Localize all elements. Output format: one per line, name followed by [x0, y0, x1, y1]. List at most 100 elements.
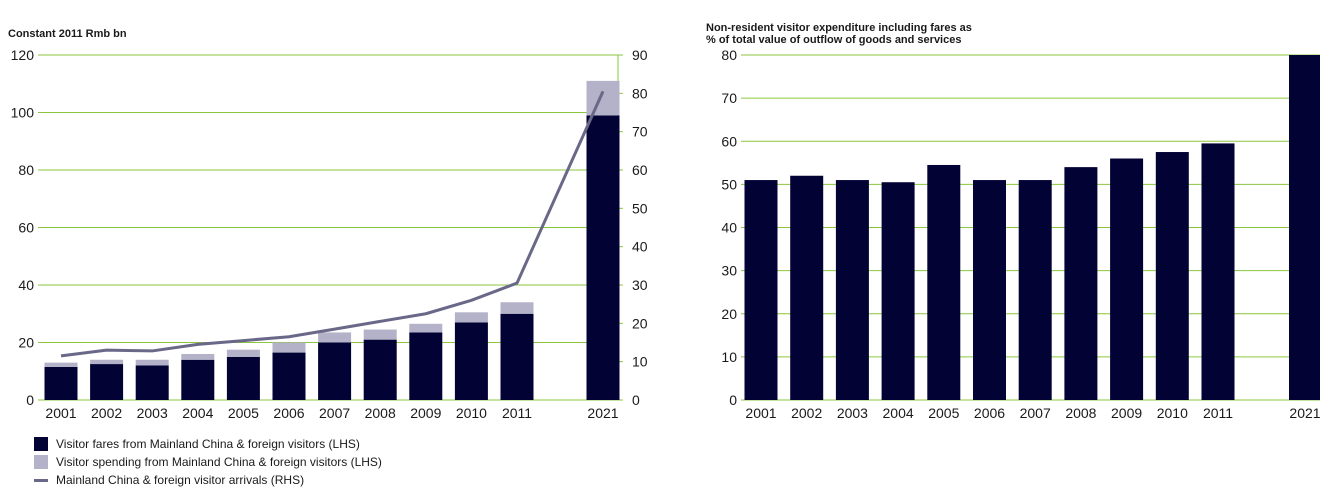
- right-chart-x-tick-label: 2007: [1020, 405, 1051, 421]
- left-x-tick-label: 2004: [182, 405, 213, 421]
- fares-bar-2008: [363, 339, 397, 400]
- spending-bar-2021: [586, 80, 620, 116]
- expenditure-bar-2021: [1289, 55, 1320, 400]
- fares-bar-2007: [318, 342, 352, 400]
- spending-bar-2006: [272, 342, 306, 353]
- right-chart-x-tick-label: 2005: [928, 405, 959, 421]
- expenditure-bar-2007: [1018, 180, 1052, 400]
- spending-bar-2007: [318, 332, 352, 343]
- right-y-tick-label: 70: [632, 124, 648, 140]
- right-y-tick-label: 40: [632, 239, 648, 255]
- left-x-tick-label: 2003: [137, 405, 168, 421]
- left-y-tick-label: 0: [26, 392, 34, 408]
- spending-bar-2010: [454, 312, 488, 323]
- left-chart-legend: Visitor fares from Mainland China & fore…: [34, 435, 382, 489]
- left-x-tick-label: 2010: [456, 405, 487, 421]
- spending-bar-2005: [226, 349, 260, 357]
- expenditure-bar-2008: [1064, 167, 1098, 400]
- legend-item-spending: Visitor spending from Mainland China & f…: [34, 453, 382, 471]
- spending-bar-2001: [44, 362, 78, 367]
- right-y-tick-label: 90: [632, 47, 648, 63]
- legend-label-arrivals: Mainland China & foreign visitor arrival…: [56, 473, 305, 487]
- right-y-tick-label: 30: [632, 277, 648, 293]
- spending-bar-2003: [135, 359, 169, 366]
- right-y-tick-label: 20: [632, 315, 648, 331]
- right-chart-y-tick-label: 0: [729, 392, 737, 408]
- right-chart-x-tick-label: 2011: [1203, 405, 1233, 421]
- right-chart-x-tick-label: 2021: [1289, 405, 1320, 421]
- right-chart-x-tick-label: 2003: [837, 405, 868, 421]
- right-chart-y-tick-label: 70: [721, 90, 737, 106]
- expenditure-bar-2006: [973, 180, 1006, 400]
- right-chart-x-tick-label: 2009: [1111, 405, 1142, 421]
- left-x-tick-label: 2021: [587, 405, 618, 421]
- left-x-tick-label: 2009: [410, 405, 441, 421]
- expenditure-bar-2002: [790, 175, 824, 400]
- spending-bar-2004: [181, 354, 215, 360]
- spending-bar-2011: [500, 302, 534, 314]
- legend-label-spending: Visitor spending from Mainland China & f…: [56, 455, 382, 469]
- left-x-tick-label: 2011: [502, 405, 532, 421]
- right-y-tick-label: 0: [632, 392, 640, 408]
- spending-bar-2008: [363, 329, 397, 340]
- right-chart-y-tick-label: 10: [721, 349, 737, 365]
- right-chart-title-line-2: % of total value of outflow of goods and…: [706, 34, 962, 46]
- right-chart-x-tick-label: 2010: [1157, 405, 1188, 421]
- left-y-tick-label: 40: [18, 277, 34, 293]
- left-x-tick-label: 2002: [91, 405, 122, 421]
- right-y-tick-label: 50: [632, 200, 648, 216]
- spending-bar-2002: [90, 359, 124, 365]
- fares-bar-2001: [44, 366, 78, 400]
- expenditure-bar-2003: [835, 180, 869, 400]
- legend-swatch-fares: [34, 437, 48, 451]
- left-x-tick-label: 2008: [365, 405, 396, 421]
- left-x-tick-label: 2001: [45, 405, 76, 421]
- expenditure-bar-2001: [744, 180, 778, 400]
- fares-bar-2006: [272, 352, 306, 400]
- left-x-tick-label: 2006: [273, 405, 304, 421]
- fares-bar-2021: [586, 115, 620, 400]
- left-y-tick-label: 20: [18, 335, 34, 351]
- right-y-tick-label: 60: [632, 162, 648, 178]
- legend-label-fares: Visitor fares from Mainland China & fore…: [56, 437, 360, 451]
- expenditure-bar-2004: [881, 182, 915, 400]
- right-chart-title: Non-resident visitor expenditure includi…: [706, 22, 972, 46]
- right-chart-title-line-1: Non-resident visitor expenditure includi…: [706, 22, 972, 34]
- fares-bar-2004: [181, 359, 215, 400]
- fares-bar-2005: [226, 356, 260, 400]
- fares-bar-2002: [90, 364, 124, 400]
- right-y-tick-label: 80: [632, 85, 648, 101]
- fares-bar-2003: [135, 365, 169, 400]
- left-x-tick-label: 2005: [228, 405, 259, 421]
- expenditure-bar-2010: [1155, 152, 1189, 400]
- left-y-tick-label: 100: [11, 105, 35, 121]
- fares-bar-2010: [454, 322, 488, 400]
- expenditure-bar-2009: [1110, 158, 1144, 400]
- right-y-tick-label: 10: [632, 354, 648, 370]
- expenditure-bar-2005: [927, 164, 961, 400]
- legend-swatch-spending: [34, 455, 48, 469]
- left-chart-title: Constant 2011 Rmb bn: [8, 28, 127, 40]
- right-chart-y-tick-label: 40: [721, 220, 737, 236]
- right-chart-x-tick-label: 2004: [883, 405, 914, 421]
- right-chart-x-tick-label: 2008: [1065, 405, 1096, 421]
- right-chart-x-tick-label: 2002: [791, 405, 822, 421]
- expenditure-bar-2011: [1201, 143, 1235, 400]
- fares-bar-2011: [500, 313, 534, 400]
- right-chart-x-tick-label: 2006: [974, 405, 1005, 421]
- arrivals-line: [60, 90, 605, 358]
- right-chart-y-tick-label: 20: [721, 306, 737, 322]
- left-y-tick-label: 120: [11, 47, 35, 63]
- right-chart-y-tick-label: 50: [721, 176, 737, 192]
- left-y-tick-label: 80: [18, 162, 34, 178]
- left-y-tick-label: 60: [18, 220, 34, 236]
- left-x-tick-label: 2007: [319, 405, 350, 421]
- legend-swatch-arrivals: [34, 478, 48, 482]
- right-chart-y-tick-label: 80: [721, 47, 737, 63]
- right-chart-x-tick-label: 2001: [745, 405, 776, 421]
- fares-bar-2009: [409, 332, 443, 400]
- legend-item-fares: Visitor fares from Mainland China & fore…: [34, 435, 382, 453]
- spending-bar-2009: [409, 323, 443, 333]
- right-chart-y-tick-label: 30: [721, 263, 737, 279]
